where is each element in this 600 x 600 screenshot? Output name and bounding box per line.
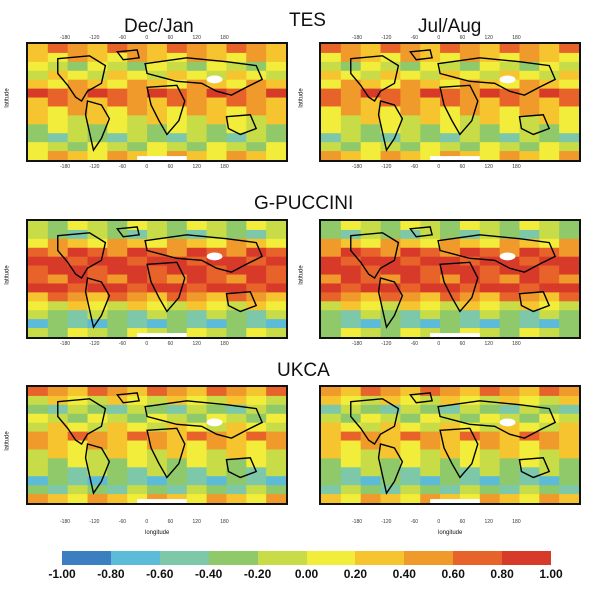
colorbar-tick-label: 0.20: [343, 567, 368, 581]
lon-ticks-bottom: -180 -120 -60 0 60 120 180: [60, 519, 229, 525]
colorbar-swatch: [257, 551, 307, 565]
colorbar-labels: -1.00 -0.80 -0.60 -0.40 -0.20 0.00 0.20 0.40 0.6…: [40, 567, 570, 583]
lon-ticks-top: -180 -120 -60 0 60 120 180: [352, 35, 521, 41]
latitude-label: latitude: [298, 88, 305, 108]
title-gpuccini: G-PUCCINI: [254, 193, 354, 214]
colorbar-tick-label: -0.60: [146, 567, 174, 581]
lon-ticks-bottom: -180 -120 -60 0 60 120 180: [352, 519, 521, 525]
map-tes-jul-aug: [319, 42, 581, 162]
lon-ticks-bottom: -180 -120 -60 0 60 120 180: [352, 341, 521, 347]
longitude-label: longitude: [438, 530, 463, 536]
colorbar-swatch: [208, 551, 258, 565]
colorbar: [62, 551, 552, 565]
latitude-label: latitude: [4, 431, 11, 451]
colorbar-tick-label: 0.80: [490, 567, 514, 581]
map-tes-dec-jan: [26, 42, 288, 162]
lon-ticks-bottom: -180 -120 -60 0 60 120 180: [60, 341, 229, 347]
colorbar-tick-label: 0.40: [392, 567, 416, 581]
latitude-label: latitude: [4, 265, 11, 285]
map-ukca-jul-aug: [319, 385, 581, 505]
colorbar-swatch: [62, 551, 111, 565]
colorbar-swatch: [453, 551, 503, 565]
title-jul-aug: Jul/Aug: [418, 16, 482, 37]
map-gpuccini-jul-aug: [319, 219, 581, 339]
colorbar-tick-label: 0.60: [441, 567, 465, 581]
latitude-label: latitude: [4, 88, 11, 108]
colorbar-tick-label: 0.00: [294, 567, 319, 581]
colorbar-swatch: [502, 551, 552, 565]
colorbar-tick-label: -1.00: [48, 567, 76, 581]
colorbar-swatch: [306, 551, 356, 565]
title-dec-jan: Dec/Jan: [124, 16, 194, 37]
colorbar-swatch: [404, 551, 454, 565]
colorbar-swatch: [159, 551, 209, 565]
colorbar-swatch: [110, 551, 160, 565]
colorbar-swatch: [355, 551, 405, 565]
title-ukca: UKCA: [277, 360, 330, 381]
map-ukca-dec-jan: [26, 385, 288, 505]
longitude-label: longitude: [145, 530, 170, 536]
map-gpuccini-dec-jan: [26, 219, 288, 339]
lon-ticks-bottom: -180 -120 -60 0 60 120 180: [60, 164, 229, 170]
lon-ticks-top: -180 -120 -60 0 60 120 180: [60, 35, 229, 41]
title-tes: TES: [289, 10, 326, 31]
colorbar-tick-label: -0.40: [195, 567, 223, 581]
latitude-label: latitude: [298, 265, 305, 285]
colorbar-tick-label: 1.00: [539, 567, 563, 581]
lon-ticks-bottom: -180 -120 -60 0 60 120 180: [352, 164, 521, 170]
colorbar-tick-label: -0.80: [97, 567, 125, 581]
colorbar-tick-label: -0.20: [243, 567, 272, 581]
